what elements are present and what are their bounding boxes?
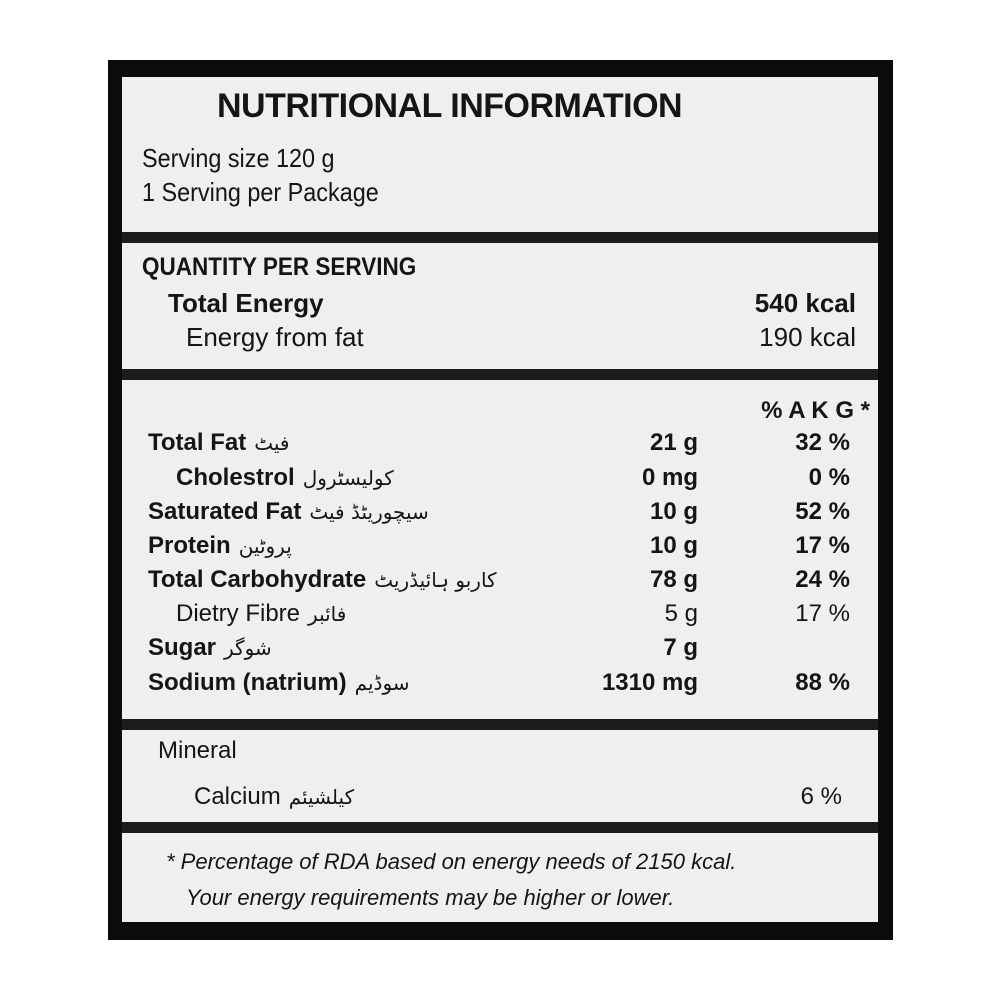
nutrient-amount: 7 g (663, 634, 698, 661)
nutrient-percent: 52 % (795, 498, 850, 525)
mineral-percent: 6 % (800, 783, 842, 810)
footnote-line: * Percentage of RDA based on energy need… (166, 849, 737, 874)
nutrient-label: Total Energy (168, 288, 324, 318)
nutrient-percent: 0 % (808, 464, 850, 491)
nutrient-label: Energy from fat (186, 322, 364, 352)
nutrient-amount: 1310 mg (601, 669, 698, 696)
nutrient-label: Total Carbohydrate کاربو ہائیڈریٹ (148, 566, 497, 593)
nutrient-row: Total Fat فیٹ 21 g 32 % (122, 429, 878, 463)
nutrient-amount: 10 g (649, 532, 698, 559)
nutrient-amount: 10 g (649, 498, 698, 525)
serving-size: Serving size 120 g (142, 143, 335, 173)
divider (122, 719, 878, 730)
nutrient-row: Dietry Fibre فائبر 5 g 17 % (122, 600, 878, 634)
nutrient-label: Saturated Fat سیچوریٹڈ فیٹ (148, 498, 429, 525)
nutrient-row: Cholestrol کولیسٹرول 0 mg 0 % (122, 464, 878, 498)
energy-from-fat-row: Energy from fat 190 kcal (122, 322, 878, 356)
akg-header: % A K G * (761, 397, 870, 424)
nutrient-amount: 5 g (664, 600, 698, 627)
nutrient-row: Total Carbohydrate کاربو ہائیڈریٹ 78 g 24… (122, 566, 878, 600)
total-energy-row: Total Energy 540 kcal (122, 288, 878, 322)
nutrient-percent: 88 % (795, 669, 850, 696)
mineral-label: Calcium کیلشیئم (194, 783, 355, 810)
divider (122, 369, 878, 380)
nutrient-label: Total Fat فیٹ (148, 429, 290, 456)
nutrient-amount: 21 g (649, 429, 698, 456)
quantity-header: QUANTITY PER SERVING (142, 253, 417, 281)
mineral-header-row: Mineral (122, 737, 878, 771)
nutrient-row: Sodium (natrium) سوڈیم 1310 mg 88 % (122, 669, 878, 703)
nutrient-label: Cholestrol کولیسٹرول (176, 464, 394, 491)
nutrient-label: Sugar شوگر (148, 634, 272, 661)
nutrient-percent: 17 % (795, 532, 850, 559)
nutrient-amount: 0 mg (641, 464, 698, 491)
nutrient-percent: 32 % (795, 429, 850, 456)
nutrient-percent: 24 % (795, 566, 850, 593)
mineral-row: Calcium کیلشیئم 6 % (122, 783, 878, 817)
nutrient-amount: 78 g (649, 566, 698, 593)
nutrition-label: NUTRITIONAL INFORMATION Serving size 120… (122, 77, 878, 922)
nutrient-label: Dietry Fibre فائبر (176, 600, 347, 627)
nutrient-row: Sugar شوگر 7 g (122, 634, 878, 668)
divider (122, 822, 878, 833)
nutrient-row: Saturated Fat سیچوریٹڈ فیٹ 10 g 52 % (122, 498, 878, 532)
nutrient-label: Sodium (natrium) سوڈیم (148, 669, 410, 696)
nutrient-amount: 190 kcal (759, 322, 856, 352)
nutrient-row: Protein پروٹین 10 g 17 % (122, 532, 878, 566)
akg-header-row: % A K G * (122, 397, 878, 431)
nutrient-percent: 17 % (795, 600, 850, 627)
nutrient-amount: 540 kcal (754, 288, 856, 318)
nutrient-label: Protein پروٹین (148, 532, 292, 559)
mineral-header: Mineral (158, 737, 237, 764)
divider (122, 232, 878, 243)
label-title: NUTRITIONAL INFORMATION (217, 87, 683, 125)
footnote-line: Your energy requirements may be higher o… (186, 885, 675, 910)
servings-per-package: 1 Serving per Package (142, 177, 379, 207)
